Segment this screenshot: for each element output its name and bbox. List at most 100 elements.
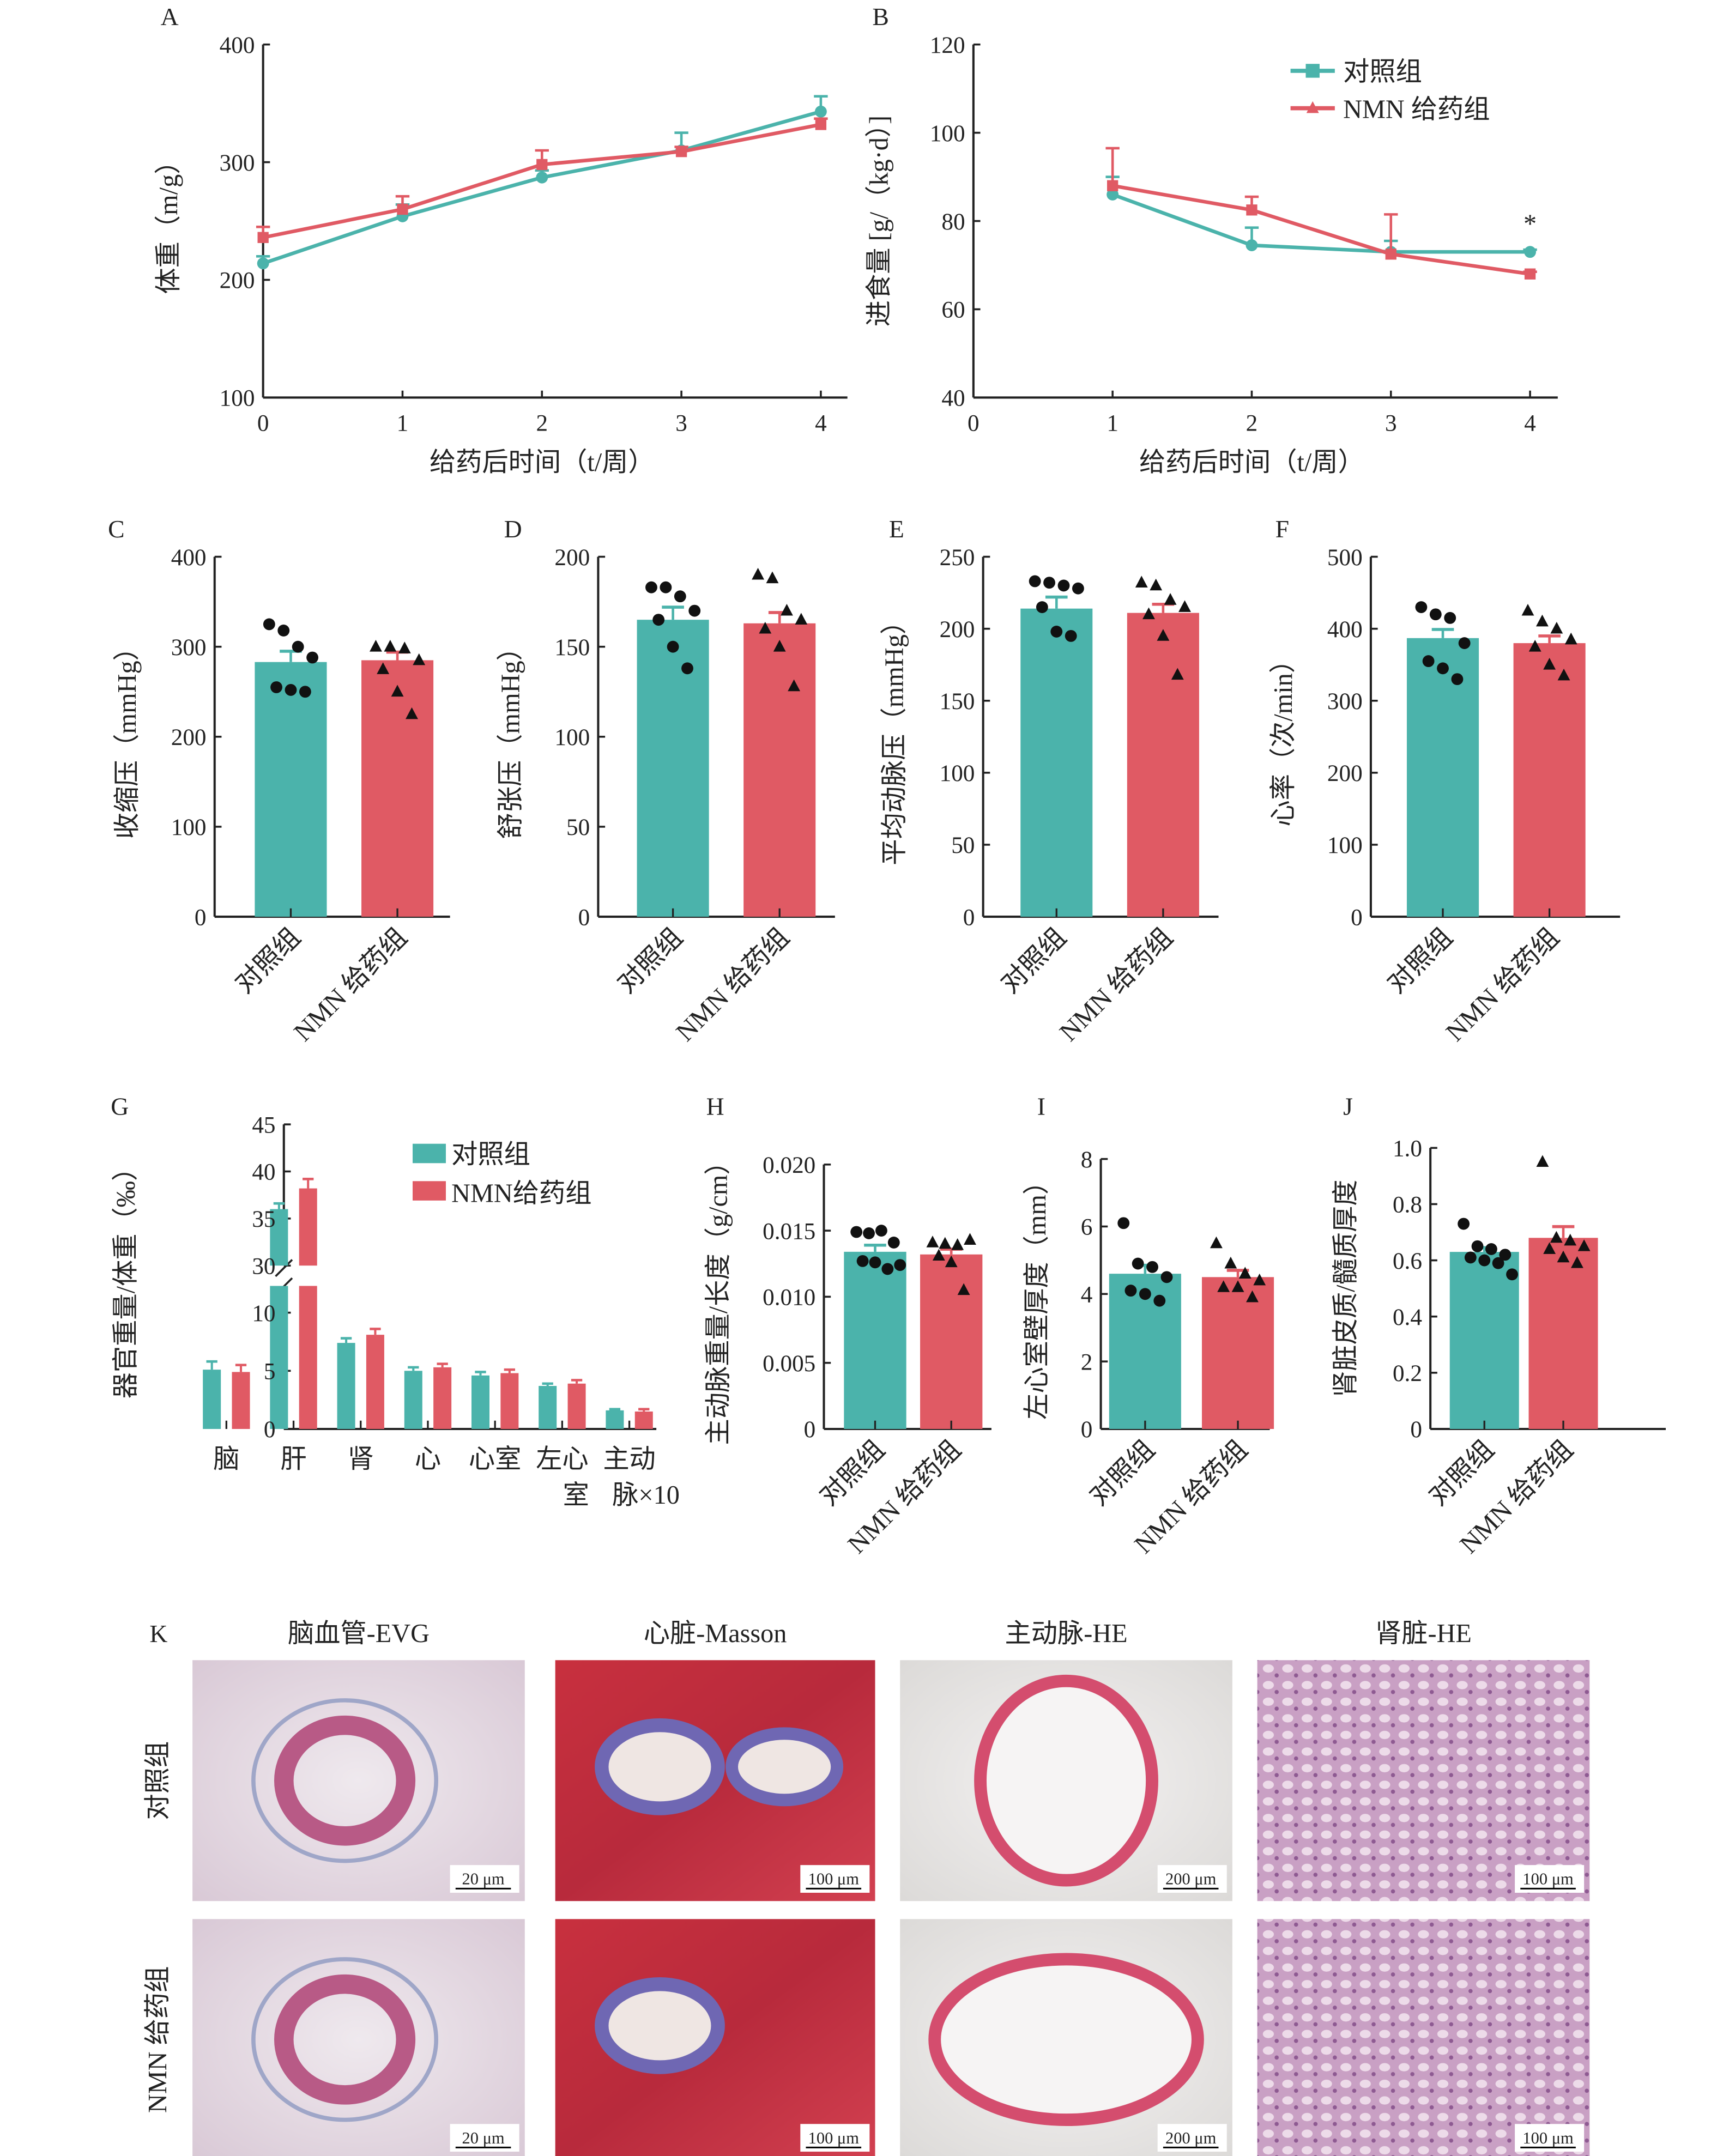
bar-nmn — [232, 1372, 250, 1429]
micrograph-3-0 — [1257, 1660, 1590, 1901]
panel-label: C — [108, 515, 125, 543]
bar-nmn-upper — [299, 1188, 317, 1266]
micrograph-image — [192, 1660, 525, 1901]
bar-nmn — [920, 1254, 983, 1429]
data-point — [766, 571, 779, 584]
bar-nmn — [1528, 1238, 1598, 1429]
y-tick-label: 200 — [554, 545, 590, 571]
legend-label: 对照组 — [1343, 58, 1422, 87]
legend — [1290, 64, 1335, 113]
data-point — [759, 621, 772, 634]
data-point — [869, 1256, 881, 1269]
vessel-wall — [274, 1974, 416, 2105]
data-point — [1178, 600, 1191, 612]
scale-bar-label: 20 μm — [462, 2129, 505, 2147]
y-tick-label: 100 — [940, 761, 975, 786]
y-tick-label: 40 — [941, 386, 965, 411]
data-point — [645, 581, 657, 593]
y-axis-label: 进食量 [g/（kg·d）] — [864, 116, 893, 326]
y-tick-label: 100 — [220, 386, 255, 411]
x-category-label: 主动 — [603, 1445, 656, 1474]
bar-nmn — [500, 1373, 519, 1429]
column-title: 肾脏-HE — [1375, 1619, 1472, 1648]
y-tick-label: 2 — [1081, 1349, 1093, 1375]
y-tick-label: 6 — [1081, 1215, 1093, 1240]
data-point — [1029, 575, 1041, 588]
data-point — [1577, 1239, 1591, 1251]
x-category-label: 肝 — [280, 1445, 306, 1474]
data-point — [815, 119, 827, 130]
data-point — [894, 1259, 906, 1271]
y-tick-label: 100 — [1327, 833, 1363, 858]
data-point — [1246, 204, 1257, 216]
x-tick-label: 3 — [1385, 410, 1397, 436]
data-point — [1458, 1218, 1470, 1230]
significance-asterisk: * — [1523, 210, 1537, 239]
data-point — [964, 1233, 976, 1245]
y-tick-label: 300 — [1327, 689, 1363, 714]
micrograph-0-1 — [192, 1919, 525, 2156]
y-tick-label: 400 — [220, 33, 255, 58]
y-tick-label: 60 — [941, 298, 965, 323]
bar-control-upper — [270, 1209, 288, 1266]
data-point — [1550, 1231, 1563, 1243]
y-tick-label: 0.015 — [763, 1219, 815, 1244]
panel-J — [1429, 1147, 1666, 1431]
y-tick-label: 50 — [951, 833, 975, 858]
y-tick-label: 10 — [252, 1301, 275, 1327]
micrograph-0-0 — [192, 1660, 525, 1901]
bar-nmn — [743, 623, 816, 917]
data-point — [370, 639, 382, 652]
panel-G — [203, 1123, 657, 1431]
data-point — [1492, 1257, 1504, 1269]
bar-nmn — [433, 1367, 452, 1429]
bar-control — [1020, 608, 1093, 917]
scale-bar-label: 200 μm — [1165, 1870, 1217, 1888]
data-point — [1451, 673, 1464, 686]
y-tick-label: 150 — [940, 689, 975, 714]
y-axis-label: 左心室壁厚度（mm） — [1023, 1168, 1051, 1420]
y-tick-label: 40 — [252, 1160, 275, 1185]
column-title: 主动脉-HE — [1005, 1619, 1127, 1648]
data-point — [681, 662, 693, 675]
panel-label: G — [111, 1092, 129, 1120]
x-tick-label: 对照组 — [1084, 1435, 1160, 1511]
data-point — [1524, 246, 1536, 258]
data-point — [926, 1236, 939, 1247]
legend-label: NMN 给药组 — [1343, 95, 1490, 124]
y-tick-label: 5 — [264, 1359, 276, 1385]
y-tick-label: 0.010 — [763, 1285, 815, 1311]
data-point — [788, 679, 801, 692]
panel-label: A — [161, 3, 179, 31]
bar-nmn — [1513, 643, 1586, 917]
data-point — [1570, 1256, 1583, 1268]
data-point — [1458, 637, 1471, 650]
data-point — [1050, 626, 1063, 638]
scale-bar-label: 100 μm — [1522, 1870, 1574, 1888]
data-point — [398, 641, 411, 653]
y-tick-label: 0 — [1351, 905, 1363, 930]
data-point — [1564, 1233, 1577, 1246]
x-tick-label: 0 — [257, 410, 269, 436]
micrograph-image — [1257, 1660, 1590, 1901]
panel-label: E — [889, 515, 904, 543]
data-point — [1217, 1280, 1230, 1292]
y-tick-label: 400 — [171, 545, 207, 571]
y-tick-label: 200 — [1327, 761, 1363, 786]
y-tick-label: 250 — [940, 545, 975, 571]
data-point — [1142, 607, 1155, 620]
panel-label: F — [1275, 515, 1289, 543]
row-label: 对照组 — [143, 1741, 172, 1820]
bar-control-lower — [270, 1286, 288, 1429]
y-axis-label: 舒张压（mmHg） — [497, 634, 525, 839]
y-tick-label: 150 — [554, 635, 590, 661]
data-point — [536, 159, 548, 171]
data-point — [939, 1237, 952, 1249]
y-tick-label: 0 — [1410, 1417, 1422, 1443]
data-point — [1146, 1261, 1158, 1273]
legend — [413, 1143, 446, 1201]
data-point — [1478, 1254, 1491, 1267]
data-point — [1485, 1243, 1497, 1255]
scale-bar-label: 200 μm — [1165, 2129, 1217, 2147]
x-tick-label: NMN 给药组 — [1054, 923, 1178, 1047]
